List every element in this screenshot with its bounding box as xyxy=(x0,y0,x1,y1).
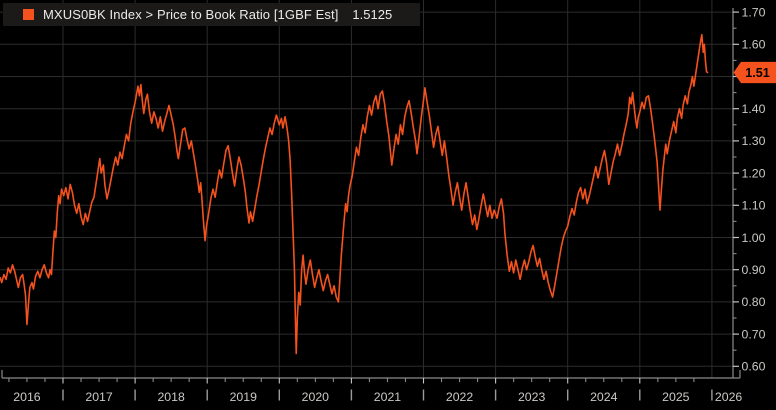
y-axis-label: 0.90 xyxy=(742,263,766,277)
x-axis-label: 2025 xyxy=(662,390,690,404)
x-axis-label: 2017 xyxy=(85,390,113,404)
x-axis-label: 2020 xyxy=(302,390,330,404)
y-axis-label: 1.00 xyxy=(742,231,766,245)
y-axis-label: 1.70 xyxy=(742,5,766,19)
series-marker-icon xyxy=(23,9,34,20)
x-axis-label: 2022 xyxy=(446,390,474,404)
y-axis-label: 0.70 xyxy=(742,327,766,341)
price-line-series xyxy=(0,33,709,355)
chart-legend[interactable]: MXUS0BK Index > Price to Book Ratio [1GB… xyxy=(3,3,420,26)
last-price-badge-label: 1.51 xyxy=(745,66,770,80)
x-axis-label: 2024 xyxy=(590,390,618,404)
y-axis-label: 1.10 xyxy=(742,199,766,213)
series-current-value: 1.5125 xyxy=(352,7,393,22)
y-axis-label: 0.80 xyxy=(742,295,766,309)
x-axis-label: 2019 xyxy=(230,390,258,404)
y-axis-label: 1.40 xyxy=(742,102,766,116)
x-axis-label: 2018 xyxy=(157,390,185,404)
y-axis-label: 0.60 xyxy=(742,360,766,374)
x-axis-label: 2023 xyxy=(518,390,546,404)
y-axis-label: 1.60 xyxy=(742,38,766,52)
y-axis-label: 1.30 xyxy=(742,134,766,148)
x-axis-label: 2021 xyxy=(374,390,402,404)
y-axis-label: 1.20 xyxy=(742,166,766,180)
series-title: MXUS0BK Index > Price to Book Ratio [1GB… xyxy=(43,7,339,22)
x-axis-label: 2016 xyxy=(13,390,41,404)
last-price-badge xyxy=(733,61,776,84)
x-axis-label: 2026 xyxy=(715,390,743,404)
